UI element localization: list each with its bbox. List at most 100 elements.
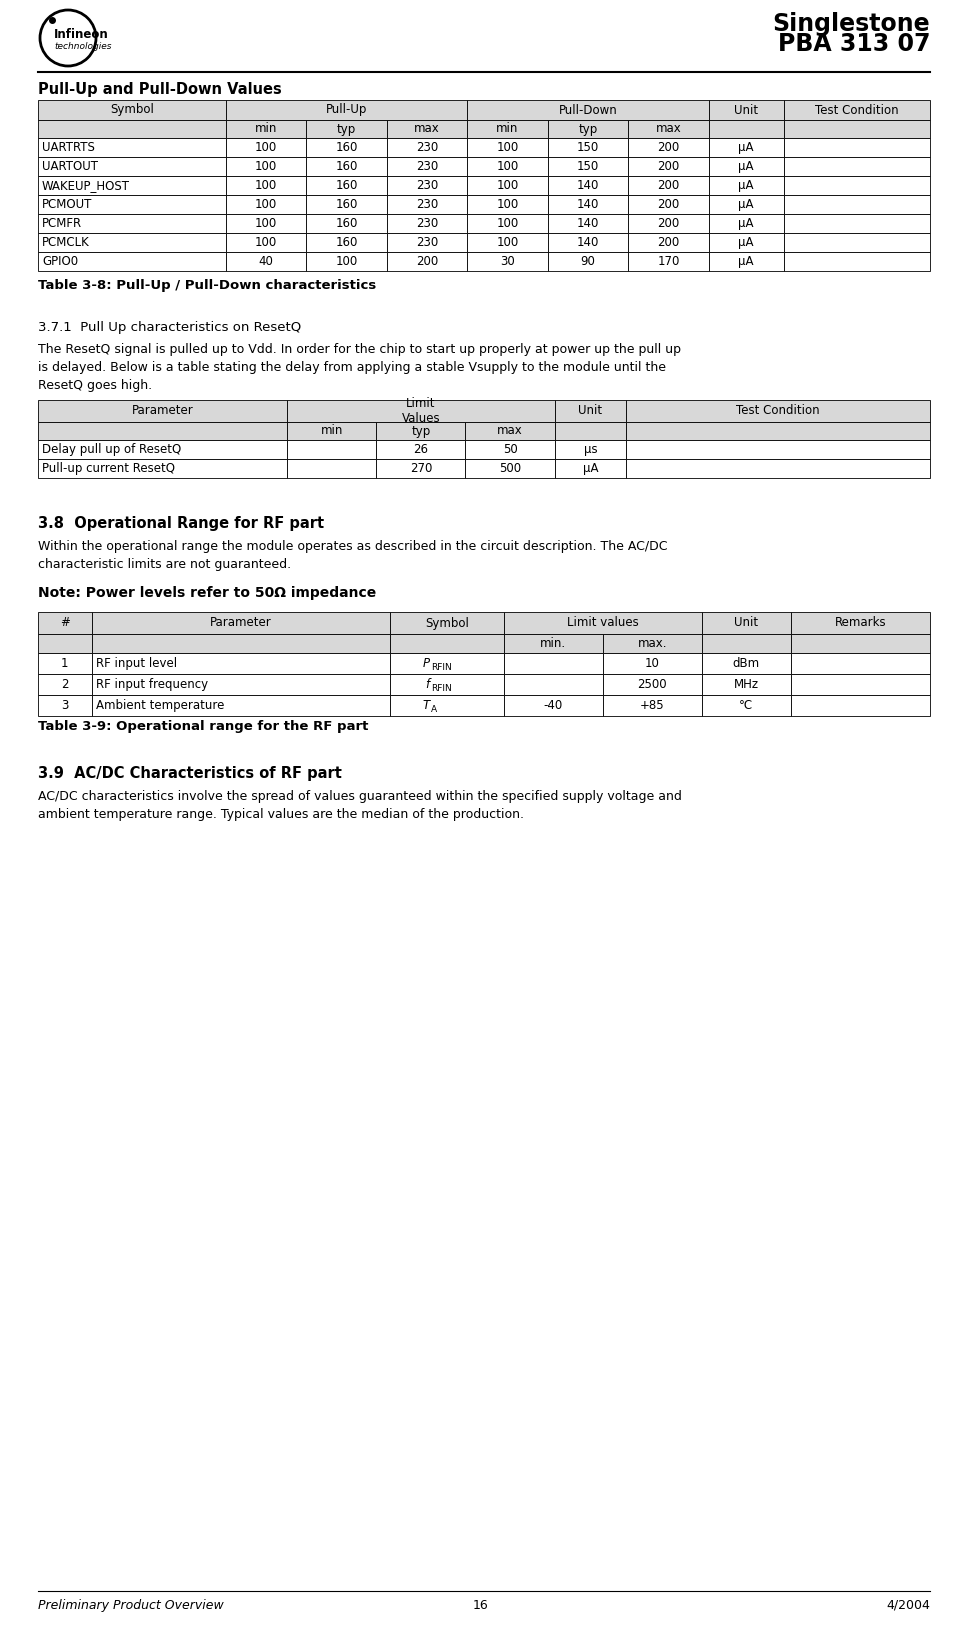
Bar: [628, 120, 708, 138]
Bar: [38, 100, 226, 120]
Bar: [386, 157, 467, 175]
Text: Unit: Unit: [734, 103, 758, 116]
Text: 3.9  AC/DC Characteristics of RF part: 3.9 AC/DC Characteristics of RF part: [38, 765, 342, 782]
Text: 100: 100: [496, 161, 519, 174]
Text: typ: typ: [337, 123, 357, 136]
Text: ResetQ goes high.: ResetQ goes high.: [38, 379, 152, 392]
Bar: [708, 157, 783, 175]
Bar: [708, 215, 783, 233]
Text: 200: 200: [657, 141, 679, 154]
Bar: [307, 195, 386, 215]
Bar: [628, 215, 708, 233]
Bar: [548, 252, 628, 270]
Bar: [628, 138, 708, 157]
Bar: [628, 252, 708, 270]
Text: 230: 230: [416, 161, 438, 174]
Bar: [38, 439, 287, 459]
Text: min: min: [320, 425, 343, 438]
Bar: [548, 195, 628, 215]
Bar: [708, 100, 783, 120]
Text: 30: 30: [500, 256, 515, 269]
Text: Unit: Unit: [734, 616, 758, 629]
Bar: [287, 421, 376, 439]
Text: Delay pull up of ResetQ: Delay pull up of ResetQ: [42, 443, 182, 456]
Bar: [504, 652, 603, 674]
Text: Symbol: Symbol: [110, 103, 154, 116]
Text: 1: 1: [62, 657, 68, 670]
Bar: [38, 459, 287, 479]
Bar: [226, 195, 307, 215]
Text: is delayed. Below is a table stating the delay from applying a stable Vsupply to: is delayed. Below is a table stating the…: [38, 361, 666, 374]
Text: 10: 10: [645, 657, 659, 670]
Text: The ResetQ signal is pulled up to Vdd. In order for the chip to start up properl: The ResetQ signal is pulled up to Vdd. I…: [38, 343, 681, 356]
Bar: [226, 120, 307, 138]
Text: GPIO0: GPIO0: [42, 256, 78, 269]
Text: RF input frequency: RF input frequency: [96, 679, 208, 692]
Bar: [38, 175, 226, 195]
Text: 200: 200: [657, 179, 679, 192]
Bar: [386, 120, 467, 138]
Text: typ: typ: [579, 123, 598, 136]
Bar: [390, 695, 504, 716]
Text: 100: 100: [255, 179, 277, 192]
Bar: [91, 652, 390, 674]
Text: μA: μA: [738, 256, 753, 269]
Text: MHz: MHz: [733, 679, 759, 692]
Text: 100: 100: [255, 216, 277, 229]
Text: 4/2004: 4/2004: [886, 1600, 930, 1613]
Bar: [791, 674, 930, 695]
Text: PCMFR: PCMFR: [42, 216, 82, 229]
Bar: [226, 100, 467, 120]
Text: Ambient temperature: Ambient temperature: [96, 698, 224, 711]
Bar: [307, 120, 386, 138]
Bar: [38, 634, 91, 652]
Bar: [628, 157, 708, 175]
Text: UARTOUT: UARTOUT: [42, 161, 98, 174]
Text: max: max: [497, 425, 523, 438]
Text: max.: max.: [637, 638, 667, 651]
Bar: [467, 157, 548, 175]
Text: PCMCLK: PCMCLK: [42, 236, 89, 249]
Text: μA: μA: [582, 462, 598, 475]
Text: min: min: [255, 123, 277, 136]
Text: 200: 200: [657, 216, 679, 229]
Text: 230: 230: [416, 216, 438, 229]
Bar: [504, 611, 702, 634]
Bar: [467, 138, 548, 157]
Text: Note: Power levels refer to 50Ω impedance: Note: Power levels refer to 50Ω impedanc…: [38, 587, 377, 600]
Bar: [376, 459, 465, 479]
Text: 500: 500: [499, 462, 521, 475]
Bar: [708, 138, 783, 157]
Bar: [628, 175, 708, 195]
Text: 100: 100: [255, 161, 277, 174]
Bar: [783, 195, 930, 215]
Bar: [504, 695, 603, 716]
Bar: [548, 120, 628, 138]
Text: 50: 50: [503, 443, 517, 456]
Bar: [465, 439, 554, 459]
Text: 3: 3: [62, 698, 68, 711]
Bar: [783, 252, 930, 270]
Text: RF input level: RF input level: [96, 657, 177, 670]
Bar: [702, 611, 791, 634]
Text: max: max: [414, 123, 440, 136]
Text: 170: 170: [657, 256, 679, 269]
Bar: [702, 634, 791, 652]
Text: PCMOUT: PCMOUT: [42, 198, 92, 211]
Text: A: A: [431, 705, 437, 715]
Text: μA: μA: [738, 236, 753, 249]
Bar: [287, 459, 376, 479]
Text: 160: 160: [335, 179, 357, 192]
Bar: [504, 634, 603, 652]
Bar: [465, 459, 554, 479]
Text: 90: 90: [580, 256, 596, 269]
Text: 100: 100: [496, 141, 519, 154]
Bar: [386, 175, 467, 195]
Bar: [708, 175, 783, 195]
Text: 2500: 2500: [637, 679, 667, 692]
Text: °C: °C: [739, 698, 753, 711]
Text: T: T: [423, 698, 430, 711]
Text: 100: 100: [496, 236, 519, 249]
Bar: [554, 459, 627, 479]
Bar: [702, 695, 791, 716]
